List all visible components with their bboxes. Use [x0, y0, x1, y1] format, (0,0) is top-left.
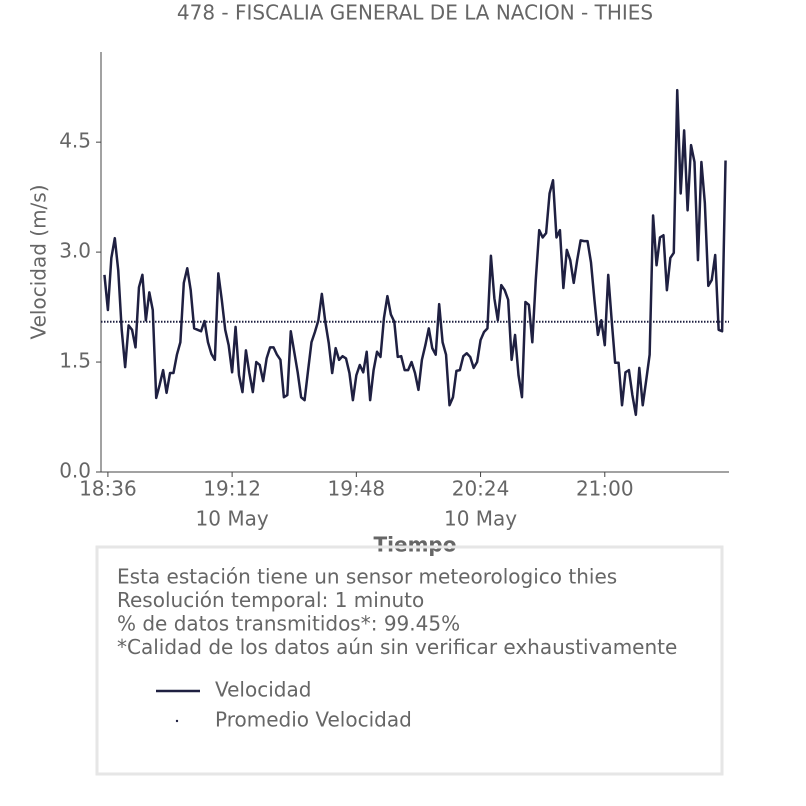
x-tick-label: 18:36	[79, 477, 137, 501]
x-tick-label: 21:00	[576, 477, 634, 501]
plot-area: 0.0 1.5 3.0 4.5 18:36 19:12 10 May 19:48 20:24 10…	[59, 52, 729, 531]
info-line: Esta estación tiene un sensor meteorolog…	[117, 565, 617, 589]
info-box	[95, 545, 724, 776]
info-line: *Calidad de los datos aún sin verificar …	[117, 635, 677, 659]
info-content: Esta estación tiene un sensor meteorolog…	[117, 565, 677, 732]
x-axis-label: Tiempo	[374, 533, 457, 557]
info-line: % de datos transmitidos*: 99.45%	[117, 612, 460, 636]
y-tick-label: 1.5	[59, 349, 91, 373]
x-tick-date: 10 May	[444, 507, 517, 531]
x-tick-label: 19:12	[203, 477, 261, 501]
legend-swatch	[175, 719, 179, 723]
info-line: Resolución temporal: 1 minuto	[117, 588, 424, 612]
y-tick-label: 0.0	[59, 459, 91, 483]
chart-title: 478 - FISCALIA GENERAL DE LA NACION - TH…	[177, 1, 653, 25]
y-axis-label: Velocidad (m/s)	[27, 184, 51, 339]
x-tick-date: 10 May	[196, 507, 269, 531]
y-tick-label: 3.0	[59, 239, 91, 263]
x-tick-label: 20:24	[452, 477, 510, 501]
legend-label: Velocidad	[215, 678, 311, 702]
y-tick-label: 4.5	[59, 129, 91, 153]
x-tick-label: 19:48	[328, 477, 386, 501]
legend-label: Promedio Velocidad	[215, 708, 412, 732]
data-line	[103, 88, 727, 417]
